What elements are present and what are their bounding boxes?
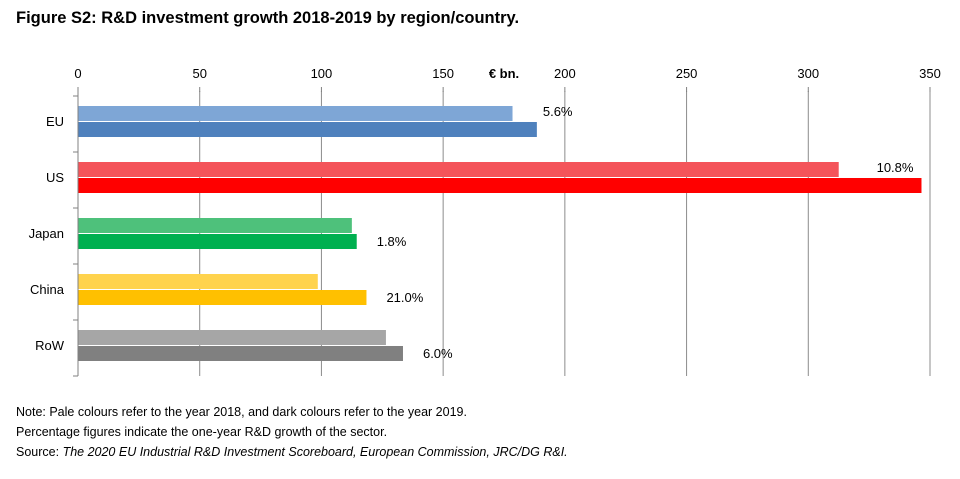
source-line: Source: The 2020 EU Industrial R&D Inves… [16,442,568,462]
growth-label-china: 21.0% [386,290,423,305]
x-tick-label: 250 [676,66,698,81]
category-labels: EU US Japan China RoW [29,114,65,353]
bar-2018-japan [78,218,352,233]
source-prefix: Source: [16,445,63,459]
x-tick-label: 300 [797,66,819,81]
category-label-us: US [46,170,64,185]
bar-chart: 0 50 100 150 200 250 300 350 EUUSJapanChinaRoW … [29,66,941,377]
bar-2019-japan [78,234,357,249]
x-tick-label: 150 [432,66,454,81]
x-tick-label: 100 [311,66,333,81]
bar-2019-eu [78,122,537,137]
x-tick-label: 0 [74,66,81,81]
category-label-japan: Japan [29,226,64,241]
notes: Note: Pale colours refer to the year 201… [16,402,568,462]
bar-2018-eu [78,106,513,121]
bar-2019-row [78,346,403,361]
growth-label-row: 6.0% [423,346,453,361]
bar-2018-us [78,162,839,177]
source-text: The 2020 EU Industrial R&D Investment Sc… [62,445,568,459]
growth-label-japan: 1.8% [377,234,407,249]
x-tick-label: 350 [919,66,941,81]
growth-label-eu: 5.6% [543,104,573,119]
x-tick-label: 200 [554,66,576,81]
note-line-2: Percentage figures indicate the one-year… [16,425,388,439]
unit-label: € bn. [489,66,519,81]
bars [78,106,922,361]
figure-title: Figure S2: R&D investment growth 2018-20… [16,9,520,27]
bar-2019-us [78,178,922,193]
bar-2019-china [78,290,367,305]
category-label-row: RoW [35,338,65,353]
x-tick-label: 50 [192,66,206,81]
bar-2018-row [78,330,386,345]
growth-label-us: 10.8% [877,160,914,175]
note-line-1: Note: Pale colours refer to the year 201… [16,405,467,419]
gridlines [199,91,931,376]
x-axis-ticks: 0 50 100 150 200 250 300 350 [73,66,941,377]
bar-2018-china [78,274,318,289]
category-label-eu: EU [46,114,64,129]
category-label-china: China [30,282,65,297]
growth-labels: 5.6% 10.8% 1.8% 21.0% 6.0% [377,104,914,361]
